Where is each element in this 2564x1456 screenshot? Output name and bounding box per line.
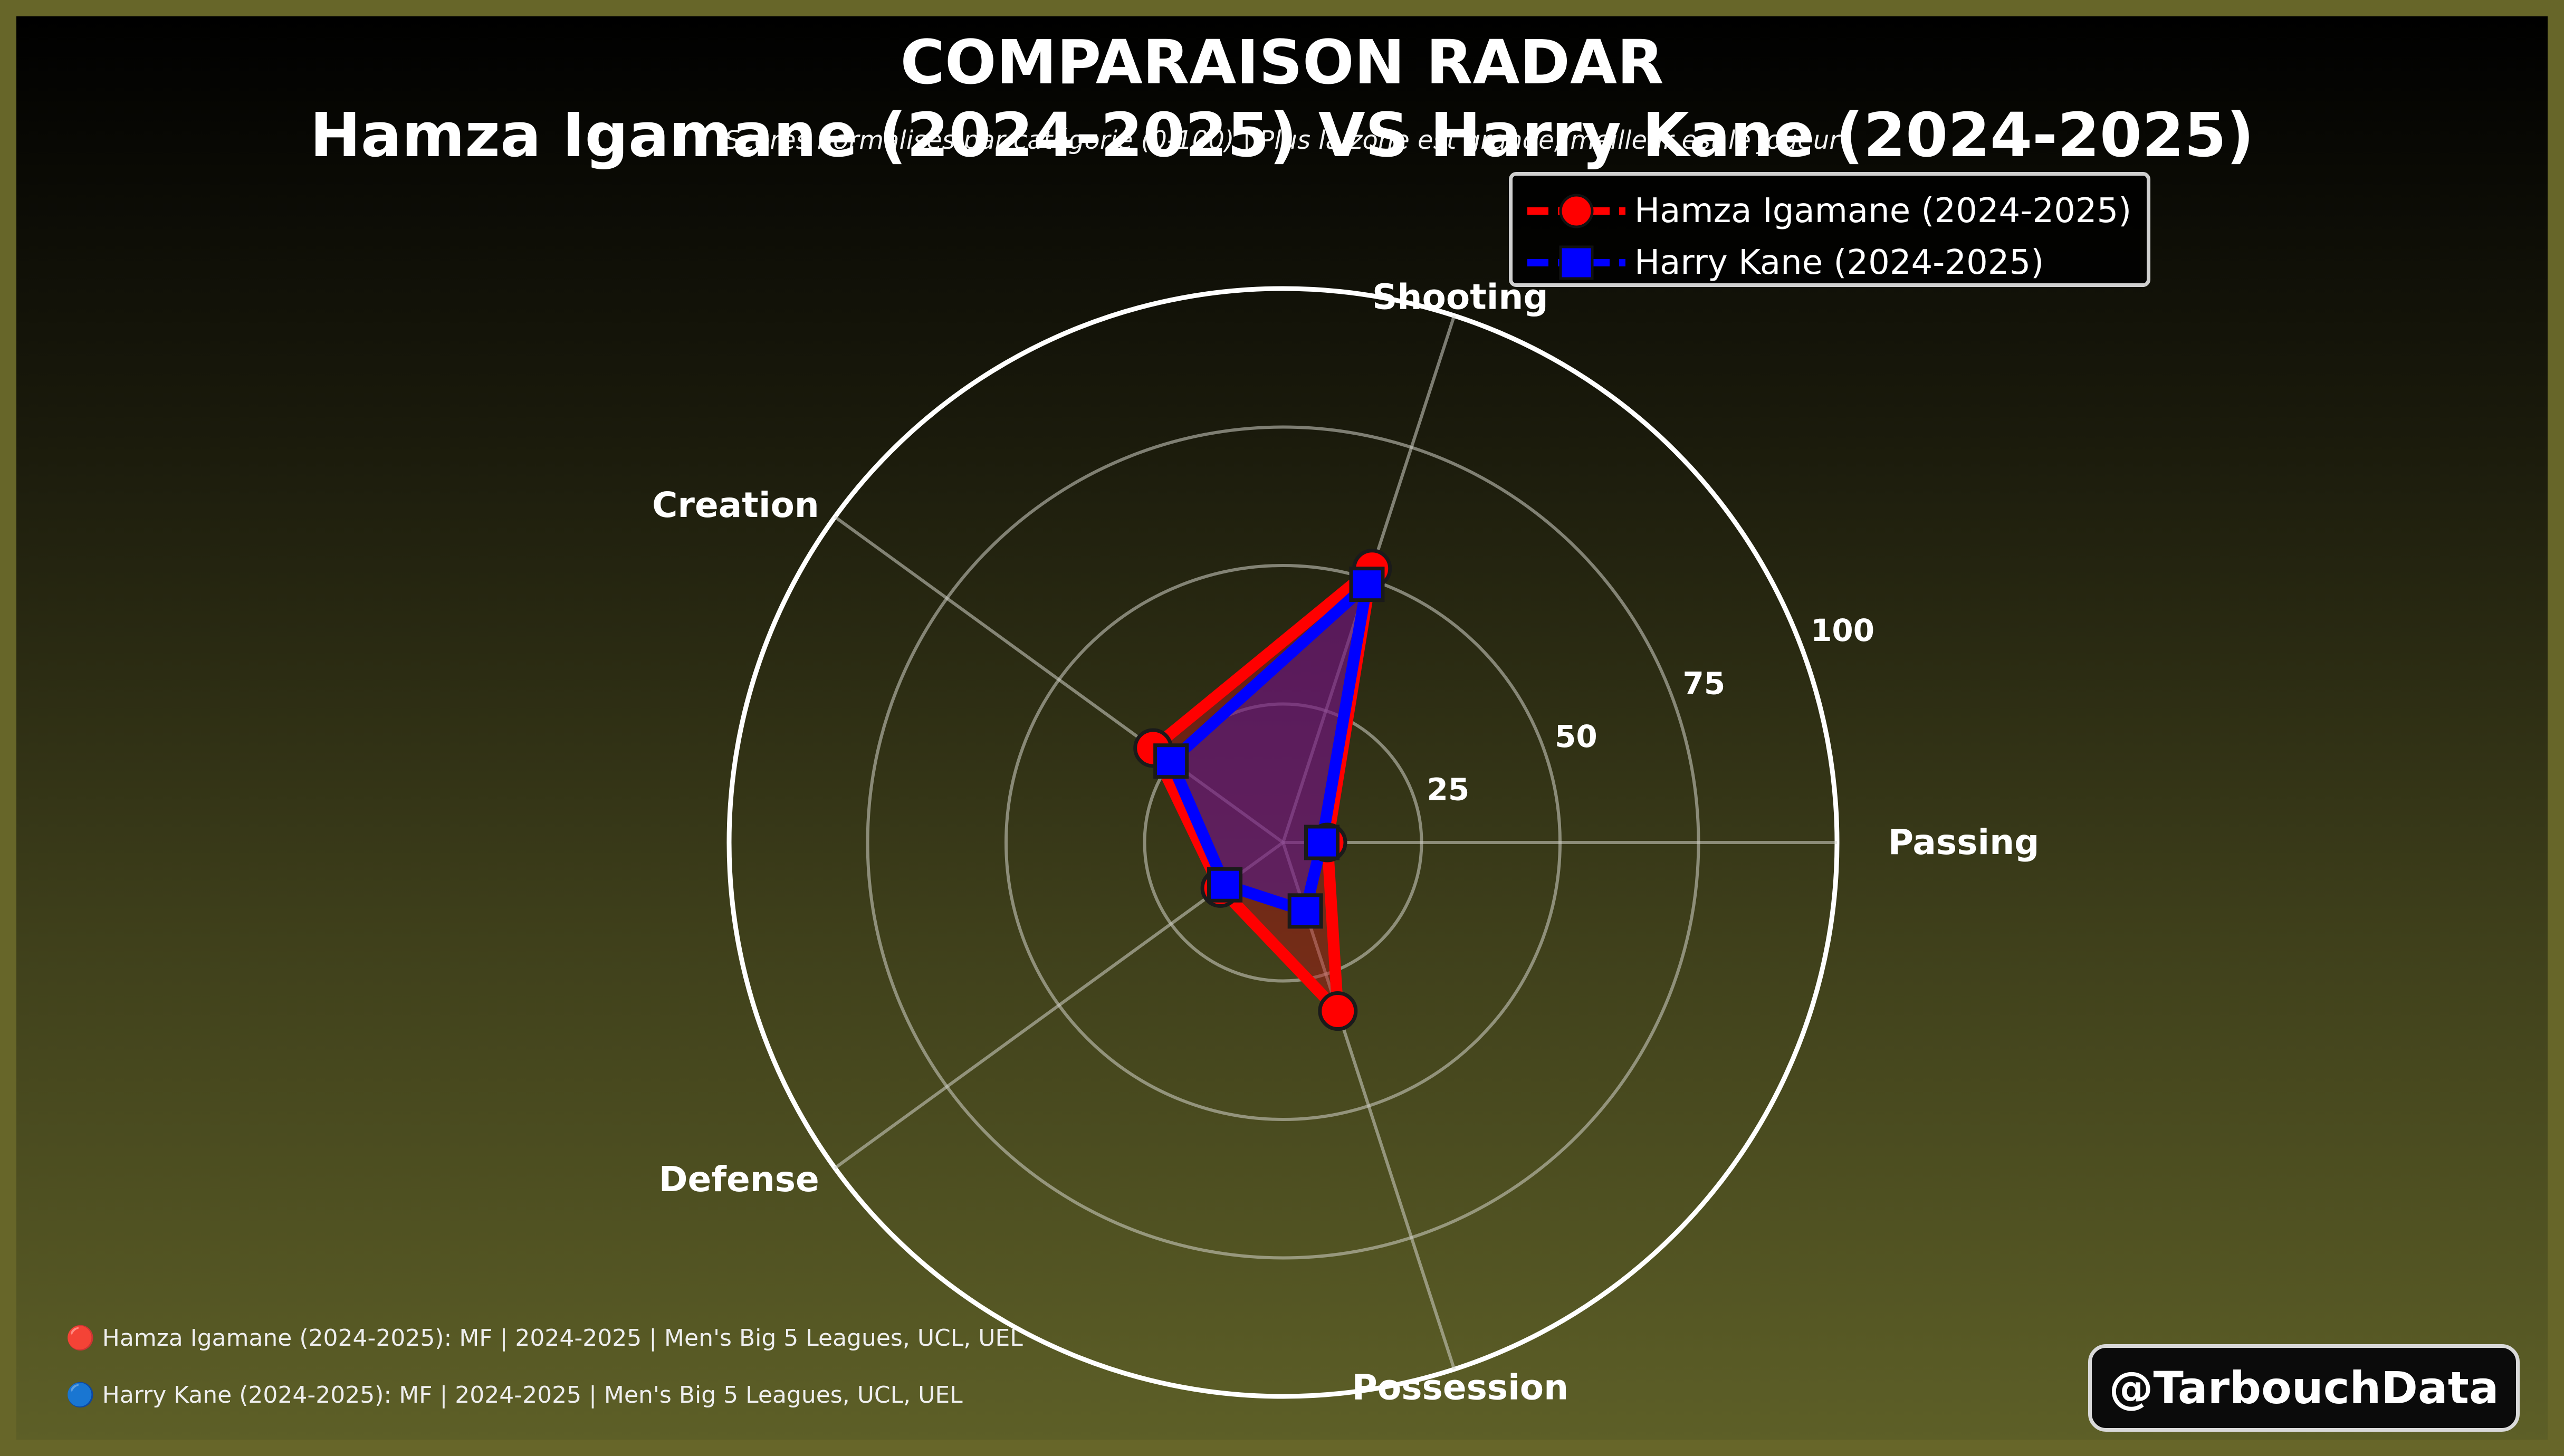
spoke-possession	[1281, 842, 1456, 1370]
spoke-creation	[834, 515, 1284, 844]
legend-marker-circle-icon	[1527, 194, 1625, 228]
data-point-2-creation	[1153, 743, 1189, 779]
chart-subtitle: Scores normalisés par catégorie (0-100) …	[724, 126, 1840, 155]
data-point-2-shooting	[1349, 567, 1385, 602]
radar-series	[1133, 549, 1392, 1031]
data-point-2-possession	[1287, 893, 1323, 929]
data-point-2-passing	[1304, 825, 1340, 860]
category-label-possession: Possession	[1352, 1367, 1569, 1408]
radial-tick-label-25: 25	[1427, 772, 1470, 808]
legend-marker-square-icon	[1527, 245, 1625, 280]
legend: Hamza Igamane (2024-2025) Harry Kane (20…	[1509, 172, 2150, 287]
radial-tick-label-100: 100	[1811, 612, 1874, 648]
legend-label-series-1: Hamza Igamane (2024-2025)	[1634, 191, 2132, 231]
category-label-defense: Defense	[659, 1159, 819, 1200]
legend-entry-series-1: Hamza Igamane (2024-2025)	[1521, 187, 2144, 235]
data-point-1-possession	[1318, 991, 1358, 1031]
radial-tick-label-75: 75	[1683, 666, 1726, 702]
footnote-series-1: 🔴 Hamza Igamane (2024-2025): MF | 2024-2…	[66, 1325, 1023, 1352]
category-label-passing: Passing	[1888, 822, 2040, 863]
footnote-series-2: 🔵 Harry Kane (2024-2025): MF | 2024-2025…	[66, 1382, 963, 1409]
data-point-2-defense	[1207, 867, 1243, 903]
legend-label-series-2: Harry Kane (2024-2025)	[1634, 243, 2044, 282]
radial-tick-label-50: 50	[1555, 719, 1597, 754]
category-label-creation: Creation	[652, 485, 819, 525]
watermark-badge: @TarbouchData	[2088, 1344, 2520, 1432]
chart-title-line2: Hamza Igamane (2024-2025) VS Harry Kane …	[310, 100, 2254, 171]
legend-entry-series-2: Harry Kane (2024-2025)	[1521, 239, 2144, 286]
chart-title-line1: COMPARAISON RADAR	[900, 27, 1664, 98]
